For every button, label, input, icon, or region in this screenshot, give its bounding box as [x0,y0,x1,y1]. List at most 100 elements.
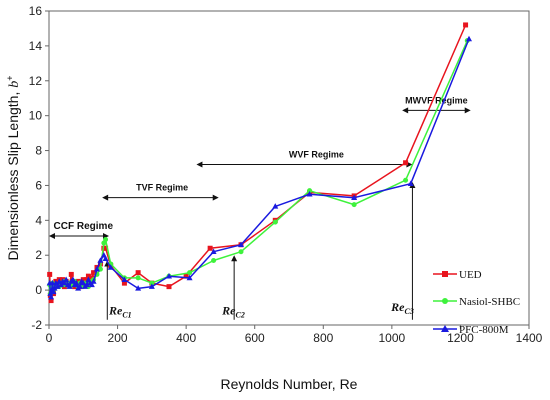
critical-re-annotation: ReC3 [390,181,416,320]
x-axis-title: Reynolds Number, Re [221,376,358,392]
data-point-pfc-800m [166,272,172,279]
series-pfc-800m [46,35,472,300]
critical-re-label-main: Re [221,304,236,318]
data-point-pfc-800m [102,255,109,262]
data-point-pfc-800m [48,293,55,300]
data-point-nasiol-shbc [211,257,217,263]
regime-arrow-head-left [49,233,55,240]
regime-arrow-head-left [102,194,109,201]
y-axis-title-text: Dimensionless Slip Length, [5,88,21,261]
critical-re-annotation: ReC2 [221,255,245,320]
critical-re-label-main: Re [390,300,405,314]
data-point-nasiol-shbc [238,249,244,255]
legend-label-ued: UED [459,269,482,281]
x-tick-label: 400 [176,331,196,345]
legend-label-nasiol-shbc: Nasiol-SHBC [459,296,520,308]
data-point-pfc-800m [54,283,61,289]
data-point-pfc-800m [47,290,54,296]
data-point-ued [48,298,54,304]
data-point-pfc-800m [73,279,80,286]
data-point-nasiol-shbc [307,188,313,194]
regime-arrow-head-right [212,194,219,201]
regime-label: CCF Regime [54,221,114,232]
critical-re-label-sub: C1 [122,311,131,320]
legend-marker-nasiol-shbc [442,298,448,304]
regime-arrow-head-right [464,107,471,114]
data-point-pfc-800m [94,265,100,272]
legend: UED Nasiol-SHBC PFC-800M [433,269,520,336]
y-tick-label: 16 [29,4,43,18]
regime-label: TVF Regime [136,183,188,193]
critical-re-arrow-head [231,255,238,262]
x-tick-label: 0 [46,331,53,345]
data-point-pfc-800m [76,283,83,289]
y-tick-label: 8 [35,144,42,158]
data-point-pfc-800m [107,264,114,270]
legend-item-ued: UED [433,269,482,281]
data-point-nasiol-shbc [351,202,357,208]
x-tick-label: 1200 [447,331,474,345]
data-point-ued [207,245,213,251]
y-tick-label: 6 [35,178,42,192]
data-point-ued [85,273,91,279]
critical-re-label-sub: C3 [405,307,414,316]
y-tick-label: -2 [31,318,42,332]
data-point-pfc-800m [238,241,244,248]
legend-item-nasiol-shbc: Nasiol-SHBC [433,296,520,308]
y-axis-ticks: -2 0 2 4 6 8 10 12 14 16 [29,4,49,332]
y-tick-label: 14 [29,39,43,53]
data-point-ued [68,271,74,277]
data-point-pfc-800m [135,285,142,291]
critical-re-label: ReC1 [108,304,132,320]
data-point-pfc-800m [466,35,472,42]
data-point-pfc-800m [90,278,97,284]
data-point-ued [80,277,86,283]
x-tick-label: 1400 [516,331,543,345]
y-tick-label: 0 [35,283,42,297]
data-point-pfc-800m [210,248,217,255]
y-tick-label: 12 [29,74,43,88]
data-point-pfc-800m [58,281,64,288]
data-point-pfc-800m [51,285,58,291]
legend-item-pfc-800m: PFC-800M [433,324,509,336]
regime-label: WVF Regime [289,150,344,160]
legend-label-pfc-800m: PFC-800M [459,324,509,336]
y-tick-label: 4 [35,213,42,227]
regime-label: MWVF Regime [405,95,468,105]
regime-annotation: CCF Regime [49,221,114,240]
data-point-pfc-800m [351,194,358,200]
data-point-nasiol-shbc [149,280,155,286]
data-point-pfc-800m [61,279,68,286]
data-point-pfc-800m [70,276,76,282]
data-point-pfc-800m [121,276,128,282]
series-layer [46,22,472,304]
critical-re-label: ReC2 [221,304,245,320]
x-tick-label: 1000 [379,331,406,345]
data-point-ued [91,270,97,276]
y-axis-title: Dimensionless Slip Length, b+ [5,75,22,260]
y-axis-title-sup: + [5,75,15,80]
data-point-pfc-800m [186,274,193,281]
data-point-nasiol-shbc [403,177,409,183]
data-point-pfc-800m [272,203,279,209]
data-point-pfc-800m [148,283,155,289]
data-point-ued [103,245,109,251]
data-point-ued [135,270,141,276]
legend-marker-ued [442,271,448,277]
data-point-pfc-800m [97,257,104,263]
data-point-nasiol-shbc [187,270,193,276]
x-axis-ticks: 0 200 400 600 800 1000 1200 1400 [46,325,543,345]
y-tick-label: 10 [29,109,43,123]
data-point-pfc-800m [66,283,73,289]
data-point-ued [403,160,409,166]
critical-re-label-main: Re [108,304,123,318]
data-point-pfc-800m [306,190,313,197]
data-point-pfc-800m [63,276,70,282]
data-point-nasiol-shbc [103,237,109,243]
data-point-nasiol-shbc [135,275,141,281]
data-point-ued [463,22,469,28]
critical-re-label: ReC3 [390,300,414,316]
data-point-pfc-800m [83,281,90,288]
